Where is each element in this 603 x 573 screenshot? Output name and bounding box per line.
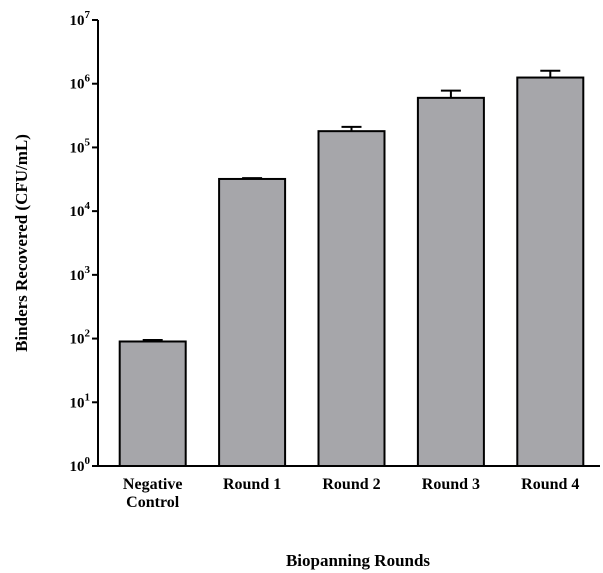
bar-1 (218, 177, 287, 467)
y-axis-title: Binders Recovered (CFU/mL) (12, 134, 31, 352)
bar-0 (118, 340, 187, 468)
y-tick-label-6: 106 (70, 73, 91, 93)
bars (118, 76, 585, 468)
x-tick-label-0: Negative Control (123, 476, 183, 511)
y-tick-label-7: 107 (70, 9, 91, 29)
y-tick-label-2: 102 (70, 328, 91, 348)
x-tick-label-1: Round 1 (223, 476, 281, 493)
y-axis-ticks: 100 101 102 103 104 105 106 107 (70, 9, 98, 475)
y-tick-label-0: 100 (70, 455, 91, 475)
bar-4 (516, 76, 585, 467)
x-axis-tick-labels: Negative Control Round 1 Round 2 Round 3 Roun… (123, 476, 579, 511)
y-tick-label-5: 105 (70, 136, 91, 156)
y-tick-label-3: 103 (70, 264, 91, 284)
y-tick-label-1: 101 (70, 391, 91, 411)
x-axis-title: Biopanning Rounds (286, 551, 430, 570)
y-tick-label-4: 104 (70, 200, 91, 220)
bar-2 (317, 130, 386, 467)
x-tick-label-2: Round 2 (322, 476, 380, 493)
x-tick-label-3: Round 3 (422, 476, 480, 493)
bar-3 (416, 96, 485, 468)
x-tick-label-4: Round 4 (521, 476, 579, 493)
error-bars (142, 69, 561, 342)
